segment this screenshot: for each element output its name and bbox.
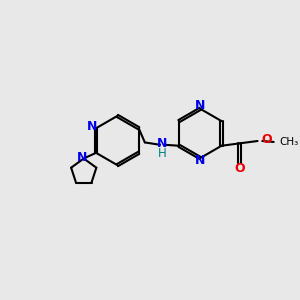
Text: N: N xyxy=(77,151,88,164)
Text: O: O xyxy=(261,133,272,146)
Text: N: N xyxy=(157,137,167,150)
Text: N: N xyxy=(195,154,206,167)
Text: N: N xyxy=(195,100,206,112)
Text: O: O xyxy=(234,162,245,176)
Text: N: N xyxy=(87,120,98,133)
Text: H: H xyxy=(158,147,166,160)
Text: CH₃: CH₃ xyxy=(279,137,298,147)
